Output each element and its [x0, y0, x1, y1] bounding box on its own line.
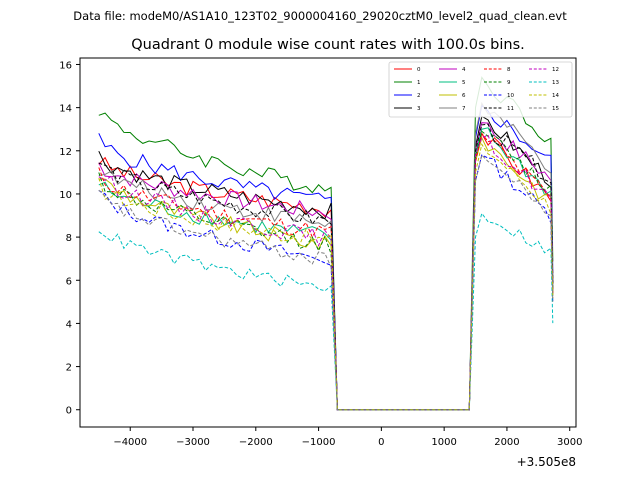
series-line-4	[98, 122, 554, 411]
y-tick-label: 10	[59, 190, 72, 201]
series-line-2	[98, 104, 554, 411]
series-line-7	[98, 101, 554, 411]
x-tick-label: 2000	[494, 437, 519, 448]
y-axis: 0 2 4 6 8 10 12 14 16	[59, 60, 80, 417]
y-tick-label: 6	[66, 276, 72, 287]
y-tick-label: 2	[66, 363, 72, 374]
y-tick-label: 16	[59, 60, 72, 71]
legend-label-11: 11	[507, 106, 514, 112]
legend-label-4: 4	[462, 67, 466, 73]
series-line-3	[98, 115, 554, 411]
legend-label-5: 5	[462, 80, 466, 86]
legend-box	[388, 61, 573, 118]
plot-frame	[79, 57, 577, 428]
series-line-11	[98, 123, 554, 411]
series-line-0	[98, 132, 554, 411]
legend-label-8: 8	[507, 67, 511, 73]
y-tick-label: 0	[66, 406, 72, 417]
legend-label-15: 15	[552, 106, 559, 112]
legend-label-14: 14	[552, 93, 559, 99]
x-tick-label: −4000	[113, 437, 147, 448]
series-line-9	[98, 130, 554, 411]
legend-label-1: 1	[417, 80, 421, 86]
figure-suptitle: Data file: modeM0/AS1A10_123T02_90000041…	[73, 9, 567, 23]
y-tick-label: 4	[66, 319, 72, 330]
series-line-14	[98, 143, 554, 411]
legend-label-13: 13	[552, 80, 559, 86]
series-line-13	[98, 212, 554, 411]
series-line-12	[98, 134, 554, 411]
series-line-1	[98, 76, 554, 411]
x-offset-label: +3.505e8	[517, 455, 576, 469]
x-tick-label: −2000	[239, 437, 273, 448]
legend-label-10: 10	[507, 93, 514, 99]
plot-lines	[98, 76, 554, 411]
legend-label-0: 0	[417, 67, 421, 73]
series-line-10	[98, 154, 554, 411]
series-line-5	[98, 127, 554, 411]
x-tick-label: 1000	[431, 437, 456, 448]
y-tick-label: 14	[59, 104, 72, 115]
x-tick-label: −3000	[176, 437, 210, 448]
x-tick-label: 3000	[557, 437, 582, 448]
x-tick-label: −1000	[302, 437, 336, 448]
legend-label-2: 2	[417, 93, 421, 99]
legend-label-3: 3	[417, 106, 421, 112]
series-line-15	[98, 154, 554, 411]
legend-label-12: 12	[552, 67, 559, 73]
x-tick-label: 0	[378, 437, 384, 448]
x-axis: −4000 −3000 −2000 −1000 0 1000 2000 3000	[113, 427, 582, 448]
chart-title: Quadrant 0 module wise count rates with …	[131, 37, 525, 53]
legend-label-6: 6	[462, 93, 466, 99]
legend-label-7: 7	[462, 106, 466, 112]
y-tick-label: 8	[66, 233, 72, 244]
series-line-6	[98, 136, 554, 411]
series-line-8	[98, 132, 554, 411]
y-tick-label: 12	[59, 147, 72, 158]
legend-label-9: 9	[507, 80, 511, 86]
